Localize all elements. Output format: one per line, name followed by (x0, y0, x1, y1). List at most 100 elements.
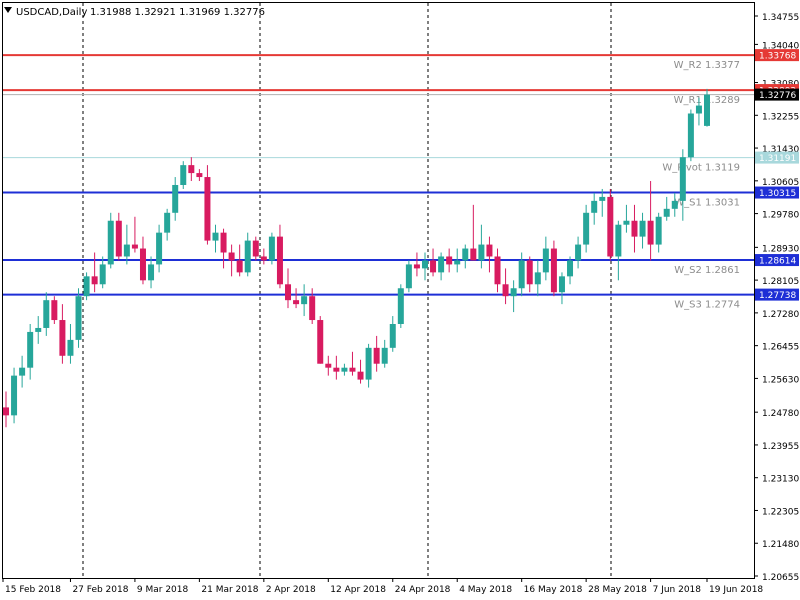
candle (365, 343, 372, 388)
price-tag-label: 1.28614 (759, 257, 796, 267)
candle (156, 224, 163, 273)
candle-body (123, 244, 130, 257)
price-tag-box (755, 88, 799, 101)
candle-body (647, 220, 654, 245)
candle (67, 324, 74, 364)
candle (494, 248, 501, 293)
candle (438, 252, 445, 281)
candle-body (567, 260, 574, 277)
candle-body (695, 105, 702, 114)
candle (502, 268, 509, 305)
candle-body (550, 248, 557, 293)
candle (301, 284, 308, 317)
candle (91, 252, 98, 293)
candle (341, 363, 348, 376)
y-tick-label: 1.31430 (762, 145, 799, 155)
candle (397, 284, 404, 328)
candle (123, 224, 130, 265)
candle (139, 236, 146, 285)
candle (107, 212, 114, 269)
candle-body (438, 256, 445, 273)
price-tag: 1.28614 (755, 254, 799, 267)
candles (3, 88, 710, 428)
candle-body (679, 157, 686, 201)
candle (293, 288, 300, 309)
price-tag-label: 1.31191 (759, 154, 796, 164)
candle (11, 367, 18, 424)
triangle-down-icon[interactable] (4, 7, 12, 13)
candle-body (212, 232, 219, 241)
y-tick-label: 1.29780 (762, 211, 799, 221)
candle (317, 316, 324, 364)
candle-body (172, 184, 179, 213)
candle (389, 316, 396, 352)
candle-body (196, 173, 203, 178)
candle-body (446, 256, 453, 265)
y-tick-label: 1.25630 (762, 375, 799, 385)
y-tick-label: 1.23130 (762, 475, 799, 485)
candle (35, 316, 42, 344)
candle (99, 256, 106, 289)
candle (542, 236, 549, 281)
candle-body (317, 320, 324, 364)
candle-body (164, 212, 171, 233)
candle (268, 232, 275, 265)
candle-body (704, 94, 710, 126)
candle (510, 280, 517, 313)
candle (599, 188, 606, 217)
candle (454, 248, 461, 273)
candle (373, 335, 380, 372)
price-tag-label: 1.30315 (759, 189, 796, 199)
price-tag: 1.31191 (755, 151, 799, 164)
candle-body (309, 296, 316, 321)
candle (623, 204, 630, 233)
y-tick-label: 1.32255 (762, 112, 799, 122)
y-tick-label: 1.26455 (762, 343, 799, 353)
candle (583, 204, 590, 253)
candle (276, 224, 283, 289)
candle (236, 244, 243, 277)
candle-body (349, 367, 356, 372)
x-tick-label: 16 May 2018 (524, 585, 583, 595)
candle (655, 212, 662, 253)
candle (591, 192, 598, 225)
y-tick-label: 1.21480 (762, 540, 799, 550)
candle-body (558, 276, 565, 293)
candle (252, 236, 259, 261)
candle (172, 177, 179, 221)
candle (607, 188, 614, 261)
candle-body (3, 407, 9, 416)
x-tick-label: 7 Jun 2018 (653, 585, 702, 595)
candle (83, 272, 90, 301)
candle-body (236, 260, 243, 273)
time-axis: 15 Feb 2018 27 Feb 2018 9 Mar 2018 21 Mar 2… (2, 578, 763, 595)
candle-body (148, 264, 155, 281)
candle-body (397, 288, 404, 324)
candle-body (115, 220, 122, 257)
price-tag: 1.30315 (755, 186, 799, 199)
candle-body (470, 248, 477, 261)
candle-body (107, 220, 114, 265)
candle (639, 212, 646, 249)
x-tick-label: 21 Mar 2018 (201, 585, 258, 595)
candle (687, 109, 694, 162)
candle-body (244, 240, 251, 273)
candle-body (607, 196, 614, 257)
price-tag-label: 1.32776 (759, 91, 796, 101)
candle-body (413, 264, 420, 269)
candle (260, 248, 267, 265)
price-tag-box (755, 254, 799, 267)
candle (325, 355, 332, 376)
y-tick-label: 1.20655 (762, 573, 799, 583)
candle (19, 355, 26, 388)
candle-body (268, 236, 275, 261)
y-tick-label: 1.24780 (762, 409, 799, 419)
candle-body (220, 232, 227, 253)
candle (695, 97, 702, 126)
candle-body (11, 375, 18, 416)
candle-body (615, 224, 622, 257)
candle-body (575, 244, 582, 261)
y-tick-label: 1.28105 (762, 277, 799, 287)
candle (3, 391, 9, 428)
